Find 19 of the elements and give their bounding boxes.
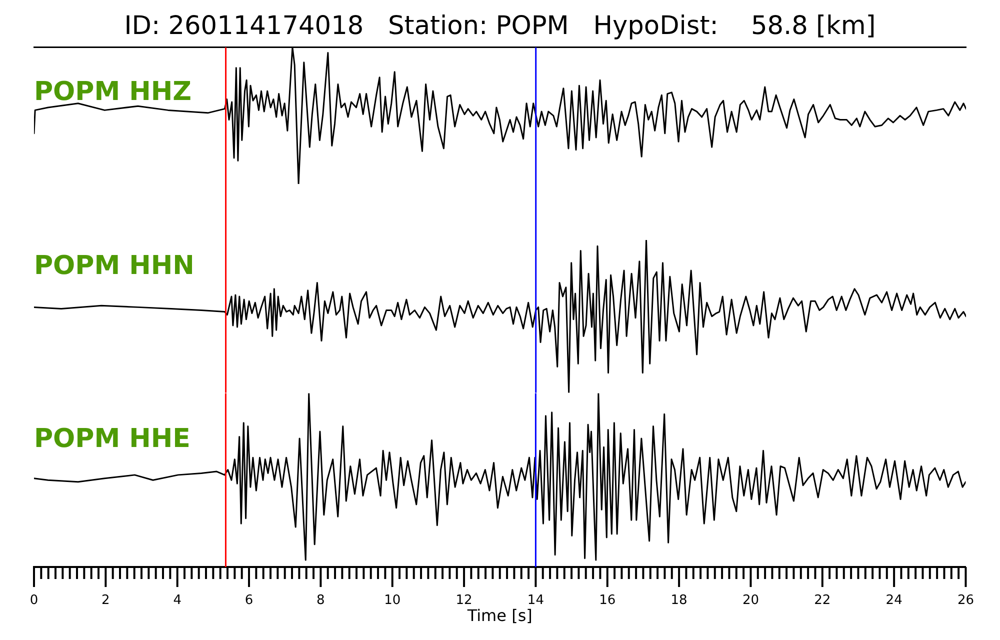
x-tick-label: 6 xyxy=(244,593,254,608)
x-axis-title: Time [s] xyxy=(466,606,532,626)
x-tick-label: 0 xyxy=(30,593,38,608)
x-tick-label: 20 xyxy=(742,593,759,608)
x-tick-label: 10 xyxy=(384,593,401,608)
x-tick-label: 2 xyxy=(102,593,110,608)
x-tick-label: 14 xyxy=(527,593,544,608)
series-label: POPM HHZ xyxy=(34,77,192,107)
chart-title: ID: 260114174018 Station: POPM HypoDist: 58.8 [km] xyxy=(124,11,876,42)
x-tick-label: 18 xyxy=(670,593,688,608)
x-tick-label: 12 xyxy=(456,593,472,608)
series-label: POPM HHN xyxy=(34,251,194,281)
x-tick-label: 22 xyxy=(814,593,831,608)
x-tick-label: 26 xyxy=(957,593,974,608)
series-label: POPM HHE xyxy=(34,424,190,454)
x-tick-label: 16 xyxy=(599,593,616,608)
x-tick-label: 4 xyxy=(173,593,182,608)
x-tick-label: 24 xyxy=(886,593,902,608)
x-tick-label: 8 xyxy=(316,593,325,608)
